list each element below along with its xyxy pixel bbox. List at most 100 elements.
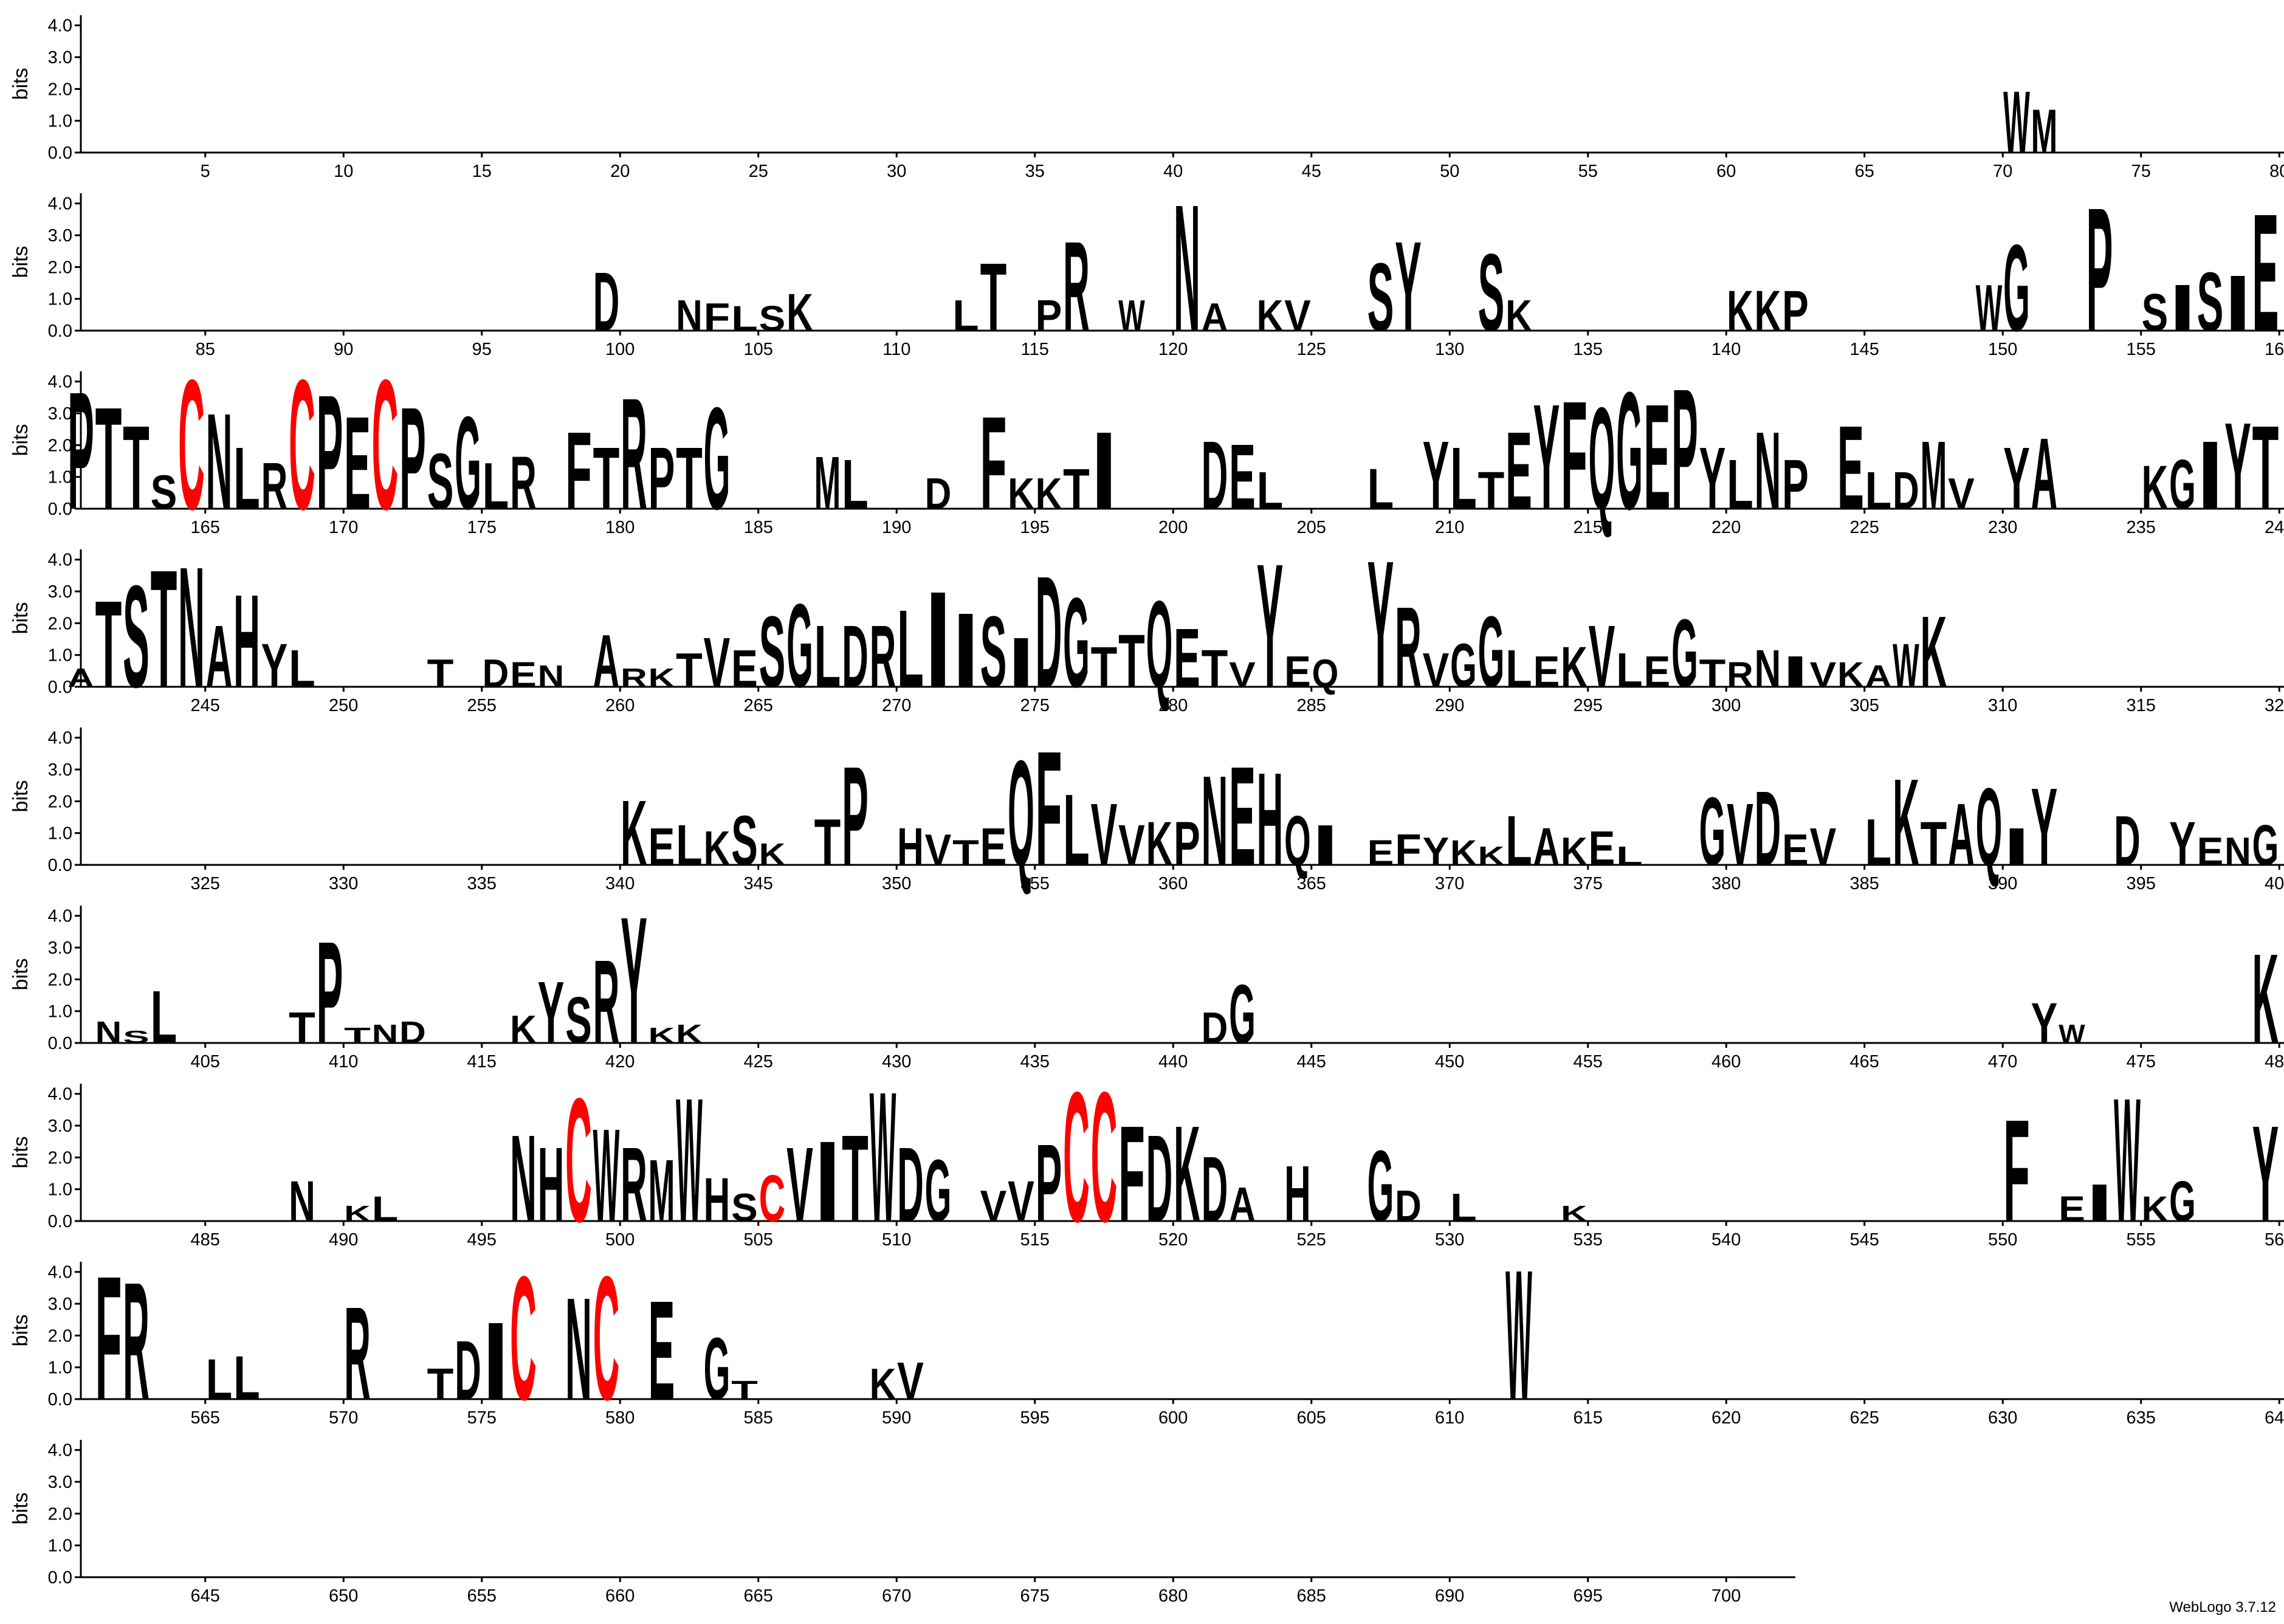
logo-letter: Q (1146, 575, 1173, 714)
x-tick-label: 130 (1435, 340, 1464, 359)
y-tick-label: 3.0 (48, 1473, 72, 1492)
logo-letter: N (510, 1109, 537, 1248)
logo-letter: Q (1589, 378, 1615, 541)
x-tick-label: 175 (467, 518, 497, 537)
x-tick-label: 590 (882, 1408, 911, 1428)
y-tick-label: 0.0 (48, 1390, 72, 1409)
logo-letter: R (123, 1248, 150, 1435)
x-tick-label: 15 (472, 162, 492, 181)
x-tick-label: 535 (1574, 1230, 1603, 1250)
x-tick-label: 460 (1711, 1052, 1741, 1072)
y-tick-label: 3.0 (48, 48, 72, 67)
logo-letter: P (1782, 278, 1809, 343)
logo-letter: I (952, 591, 979, 709)
x-tick-label: 155 (2127, 340, 2156, 359)
logo-letter: T (676, 643, 703, 697)
logo-letter: T (1118, 619, 1145, 703)
y-tick-label: 3.0 (48, 1116, 72, 1136)
x-tick-label: 375 (1574, 874, 1603, 893)
x-tick-label: 610 (1435, 1408, 1464, 1428)
x-tick-label: 340 (605, 874, 635, 893)
logo-letter: V (1727, 785, 1753, 884)
logo-letter: K (704, 821, 731, 875)
x-tick-label: 170 (329, 518, 358, 537)
logo-letter: G (704, 1319, 731, 1418)
logo-letter: D (1146, 1109, 1173, 1248)
x-tick-label: 300 (1711, 696, 1741, 715)
y-tick-label: 2.0 (48, 1326, 72, 1346)
y-tick-label: 2.0 (48, 614, 72, 633)
logo-letter: T (1063, 456, 1090, 521)
logo-letter: L (676, 813, 703, 877)
logo-letter: Y (1423, 830, 1450, 874)
x-tick-label: 655 (467, 1586, 497, 1606)
x-tick-label: 640 (2265, 1408, 2284, 1428)
logo-letter: N (1202, 749, 1228, 892)
x-tick-label: 690 (1435, 1586, 1464, 1606)
logo-letter: Y (2003, 428, 2030, 528)
logo-letter: E (648, 1271, 675, 1429)
logo-letter: I (2003, 817, 2030, 876)
logo-letter: G (1063, 571, 1090, 714)
logo-letter: C (289, 341, 315, 548)
logo-letter: L (206, 1347, 233, 1411)
logo-letter: R (870, 607, 896, 706)
logo-letter: W (593, 1101, 620, 1249)
x-tick-label: 195 (1020, 518, 1050, 537)
logo-letter: T (952, 833, 979, 873)
x-tick-label: 230 (1988, 518, 2017, 537)
y-tick-label: 0.0 (48, 1034, 72, 1053)
x-tick-label: 360 (1158, 874, 1188, 893)
x-tick-label: 680 (1158, 1586, 1188, 1606)
logo-letter: F (1036, 718, 1062, 900)
logo-letter: F (565, 409, 592, 532)
logo-letter: K (676, 1020, 703, 1049)
logo-letter: D (593, 255, 620, 348)
x-tick-label: 575 (467, 1408, 497, 1428)
x-tick-label: 660 (605, 1586, 635, 1606)
logo-letter: E (1644, 648, 1671, 697)
logo-letter: D (897, 1125, 924, 1244)
logo-letter: M (814, 441, 841, 525)
logo-letter: P (648, 428, 675, 528)
logo-letter: G (2252, 813, 2279, 877)
logo-letter: E (731, 639, 758, 698)
y-axis-label: bits (9, 602, 32, 635)
logo-letter: K (1257, 292, 1284, 341)
y-tick-label: 1.0 (48, 1180, 72, 1200)
logo-letter: K (1727, 278, 1753, 343)
x-tick-label: 190 (882, 518, 911, 537)
logo-letter: D (1036, 543, 1062, 721)
logo-letter: V (1423, 643, 1450, 697)
logo-letter: I (483, 1299, 509, 1423)
x-tick-label: 65 (1855, 162, 1874, 181)
logo-letter: I (2197, 421, 2224, 530)
logo-letter: V (1589, 607, 1615, 706)
logo-letter: V (1118, 813, 1145, 877)
logo-letter: S (2197, 255, 2224, 348)
logo-letter: C (565, 1062, 592, 1259)
logo-letter: Y (1367, 523, 1394, 726)
logo-letter: I (2224, 259, 2251, 348)
x-tick-label: 110 (882, 340, 910, 359)
x-tick-label: 700 (1711, 1586, 1741, 1606)
y-tick-label: 0.0 (48, 1212, 72, 1231)
x-tick-label: 200 (1158, 518, 1188, 537)
x-tick-label: 650 (329, 1586, 358, 1606)
logo-letter: G (1450, 630, 1477, 700)
y-axis-label: bits (9, 246, 32, 278)
y-tick-label: 3.0 (48, 760, 72, 780)
x-tick-label: 285 (1297, 696, 1326, 715)
x-tick-label: 635 (2127, 1408, 2156, 1428)
logo-letter: D (483, 652, 509, 696)
logo-letter: K (786, 283, 813, 342)
logo-letter: N (2224, 830, 2251, 874)
logo-letter: D (1202, 1137, 1228, 1241)
logo-letter: N (95, 1015, 122, 1050)
x-tick-label: 210 (1435, 518, 1464, 537)
logo-letter: L (1727, 444, 1753, 524)
logo-letter: T (344, 1023, 371, 1048)
logo-letter: R (261, 449, 288, 523)
logo-letter: Y (1533, 373, 1560, 541)
